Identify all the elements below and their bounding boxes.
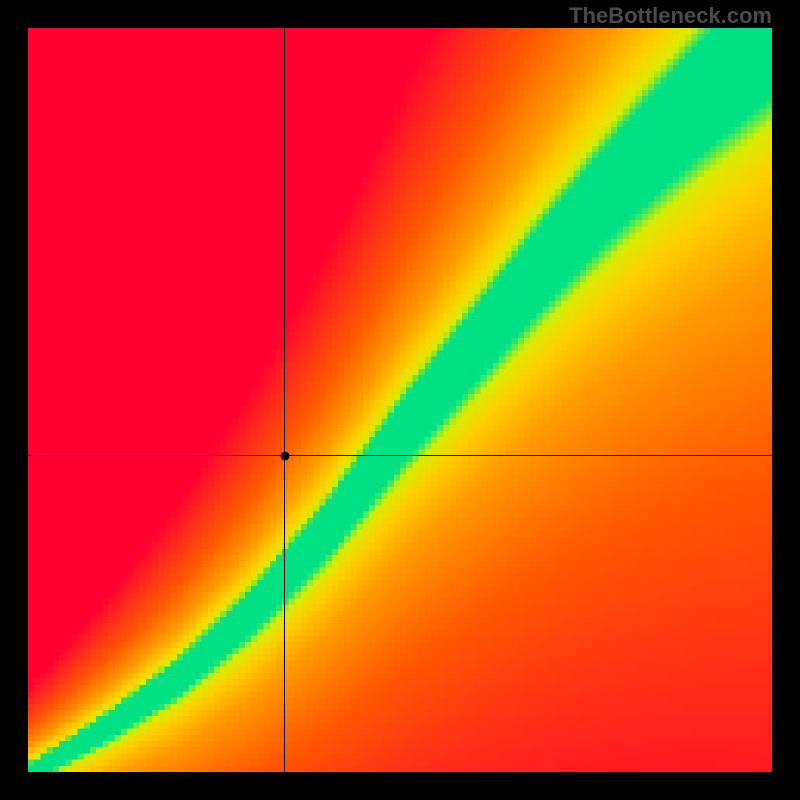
heatmap-canvas [28, 28, 772, 772]
crosshair-vertical [284, 28, 285, 772]
selection-marker [280, 451, 289, 460]
crosshair-horizontal [28, 455, 772, 456]
bottleneck-heatmap [28, 28, 772, 772]
watermark-text: TheBottleneck.com [569, 3, 772, 29]
